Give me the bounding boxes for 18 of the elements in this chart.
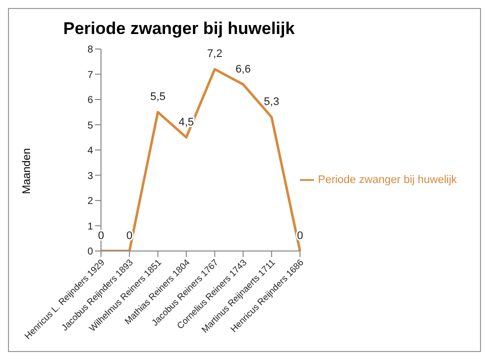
y-tick-label: 4 [87,146,94,157]
y-tick-label: 5 [87,120,94,132]
y-tick-label: 3 [87,170,94,182]
data-label: 0 [296,230,304,242]
y-tick-label: 1 [87,221,94,232]
y-tick-label: 6 [87,95,94,106]
y-tick-label: 8 [87,44,94,56]
data-label: 5,5 [150,91,166,104]
data-label: 0 [98,230,104,242]
legend-label: Periode zwanger bij huwelijk [318,174,457,186]
data-label: 6,6 [235,63,251,76]
y-tick-label: 0 [87,246,94,258]
y-tick-label: 7 [87,70,94,81]
chart-title: Periode zwanger bij huwelijk [62,19,296,39]
y-tick-label: 2 [87,196,94,208]
data-label: 5,3 [264,96,280,108]
y-axis-title: Maanden [21,148,33,194]
data-label: 7,2 [207,48,222,60]
